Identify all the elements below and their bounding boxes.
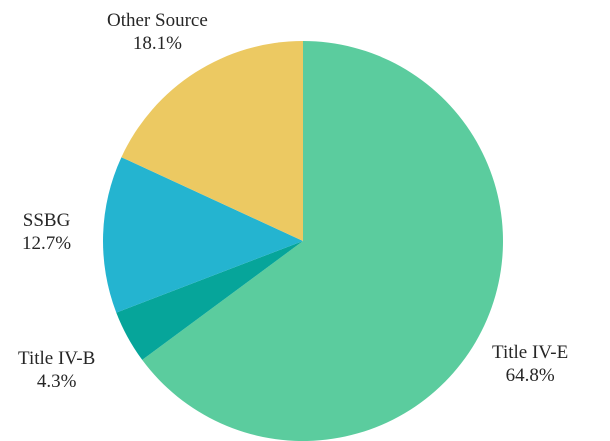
slice-label-title-iv-e: Title IV-E 64.8% — [492, 341, 568, 387]
slice-label-ssbg: SSBG 12.7% — [22, 209, 71, 255]
slice-name: Title IV-B — [18, 348, 96, 369]
pie-slice-title-iv-b — [116, 241, 304, 360]
slice-name: Title IV-E — [492, 342, 569, 363]
slice-percent: 4.3% — [36, 371, 77, 392]
slice-percent: 18.1% — [132, 33, 182, 54]
slice-name: SSBG — [22, 210, 71, 231]
pie-slice-ssbg — [103, 157, 303, 313]
slice-label-other-source: Other Source 18.1% — [107, 9, 208, 55]
pie-slice-title-iv-e — [142, 41, 503, 441]
slice-percent: 12.7% — [22, 233, 72, 254]
pie-slice-other-source — [121, 40, 303, 241]
slice-percent: 64.8% — [505, 365, 555, 386]
slice-name: Other Source — [107, 10, 208, 31]
slice-label-title-iv-b: Title IV-B 4.3% — [18, 347, 95, 393]
